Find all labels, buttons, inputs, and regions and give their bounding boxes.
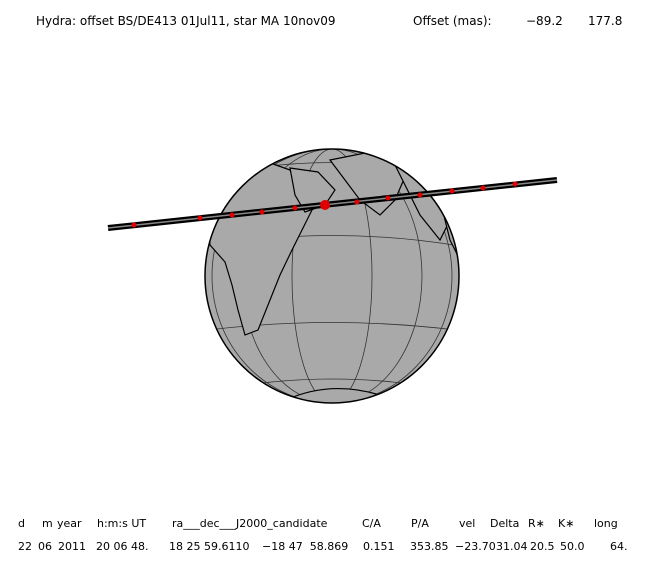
column-header: long: [594, 517, 618, 530]
cell: 31.04: [496, 540, 528, 553]
offset-x: −89.2: [526, 14, 563, 28]
cell: 20 06 48.: [96, 540, 149, 553]
column-header: ra___dec___J2000_candidate: [172, 517, 328, 530]
column-header: year: [57, 517, 82, 530]
column-header: R∗: [528, 517, 545, 530]
cell: 64.: [610, 540, 628, 553]
cell: −18 47 58.869: [262, 540, 349, 553]
title: Hydra: offset BS/DE413 01Jul11, star MA …: [36, 14, 336, 28]
cell: 18 25 59.6110: [169, 540, 250, 553]
column-header: d: [18, 517, 25, 530]
cell: 353.85: [410, 540, 449, 553]
column-header: h:m:s UT: [97, 517, 147, 530]
globe-map: [107, 148, 558, 404]
cell: 06: [38, 540, 52, 553]
cell: 20.5: [530, 540, 555, 553]
cell: 2011: [58, 540, 86, 553]
column-header: m: [42, 517, 53, 530]
cell: 50.0: [560, 540, 585, 553]
cell: −23.70: [455, 540, 496, 553]
offset-label: Offset (mas):: [413, 14, 492, 28]
column-header: P/A: [411, 517, 429, 530]
column-header: K∗: [558, 517, 575, 530]
cell: 0.151: [363, 540, 395, 553]
occultation-path: [107, 177, 558, 231]
column-header: vel: [459, 517, 476, 530]
column-header: C/A: [362, 517, 381, 530]
offset-y: 177.8: [588, 14, 623, 28]
column-header: Delta: [490, 517, 520, 530]
cell: 22: [18, 540, 32, 553]
